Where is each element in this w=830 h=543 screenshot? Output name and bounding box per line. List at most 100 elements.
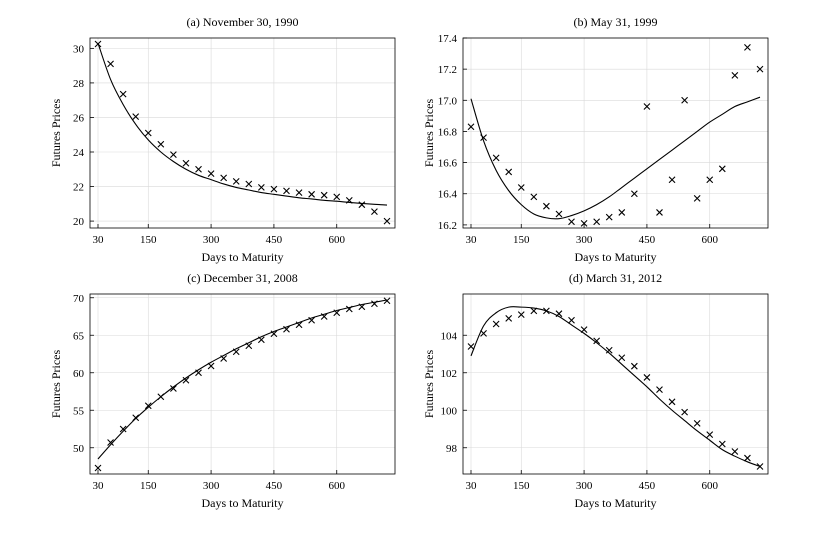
x-tick-label: 30 (466, 480, 478, 492)
chart-title: (d) March 31, 2012 (569, 271, 662, 285)
observed-point (283, 187, 290, 195)
plot-frame (89, 37, 396, 229)
y-tick-label: 16.8 (438, 126, 458, 138)
observed-point (530, 193, 538, 201)
y-tick-label: 98 (446, 443, 458, 455)
observed-point (668, 398, 676, 406)
observed-point (718, 440, 726, 448)
observed-point (492, 154, 500, 162)
observed-point (132, 414, 140, 422)
x-tick-label: 150 (513, 480, 530, 492)
observed-point (308, 190, 315, 198)
observed-point (107, 439, 114, 446)
fitted-curve (470, 96, 761, 220)
observed-point (593, 218, 601, 226)
plot-frame (462, 37, 769, 229)
observed-point (731, 71, 739, 79)
x-tick-label: 150 (140, 234, 157, 246)
x-axis-label: Days to Maturity (202, 496, 284, 510)
x-tick-label: 300 (576, 480, 593, 492)
observed-point (505, 314, 513, 322)
x-tick-label: 30 (93, 480, 105, 492)
fitted-curve (97, 43, 388, 206)
y-tick-label: 28 (73, 78, 85, 90)
observed-point (383, 297, 391, 305)
observed-point (605, 346, 613, 354)
observed-point (681, 96, 688, 104)
x-tick-label: 450 (639, 480, 656, 492)
observed-point (681, 408, 688, 416)
observed-point (630, 362, 638, 370)
y-tick-label: 24 (73, 147, 85, 159)
observed-point (207, 362, 215, 370)
y-tick-label: 16.4 (438, 189, 458, 201)
chart-panel-2: 30 150 300 450 600 50 55 60 65 70 (c) December 31,… (49, 271, 396, 510)
observed-point (144, 402, 152, 410)
observed-point (383, 217, 391, 225)
observed-point (505, 168, 513, 176)
observed-point (257, 184, 265, 191)
observed-point (295, 189, 303, 196)
observed-point (220, 355, 228, 362)
observed-point (618, 354, 626, 362)
observed-point (371, 300, 378, 308)
observed-point (245, 180, 253, 188)
x-tick-label: 300 (203, 480, 220, 492)
x-tick-label: 450 (639, 234, 656, 246)
chart-title: (a) November 30, 1990 (187, 15, 299, 29)
observed-point (580, 326, 588, 334)
observed-point (182, 159, 190, 167)
y-axis-label: Futures Prices (49, 350, 63, 419)
observed-point (656, 386, 663, 394)
observed-point (568, 218, 575, 226)
observed-point (480, 329, 487, 337)
y-tick-label: 16.6 (438, 158, 458, 170)
x-axis-label: Days to Maturity (575, 496, 657, 510)
observed-point (195, 369, 202, 377)
observed-point (245, 342, 253, 350)
observed-point (756, 463, 764, 470)
x-tick-label: 450 (266, 234, 283, 246)
observed-point (555, 310, 563, 318)
y-tick-label: 17.2 (438, 64, 457, 76)
y-tick-label: 26 (73, 112, 85, 124)
observed-point (119, 90, 127, 98)
y-tick-label: 55 (73, 405, 85, 417)
observed-point (492, 320, 500, 328)
x-tick-label: 30 (93, 234, 105, 246)
plot-frame (462, 293, 769, 475)
x-axis-label: Days to Maturity (202, 250, 284, 264)
observed-point (555, 210, 563, 218)
observed-point (333, 309, 341, 317)
observed-point (270, 330, 278, 338)
x-tick-label: 150 (513, 234, 530, 246)
observed-point (94, 464, 102, 472)
y-tick-label: 102 (441, 368, 458, 380)
fitted-curve (97, 299, 388, 460)
observed-point (693, 419, 701, 427)
x-tick-label: 300 (203, 234, 220, 246)
y-tick-label: 20 (73, 216, 85, 228)
observed-point (517, 311, 525, 319)
y-axis-label: Futures Prices (422, 99, 436, 168)
y-tick-label: 104 (441, 330, 458, 342)
x-tick-label: 600 (328, 234, 345, 246)
observed-point (480, 134, 487, 142)
chart-panel-0: 30 150 300 450 600 20 22 24 26 28 30 (a) November 3… (49, 15, 396, 264)
observed-point (668, 176, 676, 184)
y-tick-label: 50 (73, 443, 85, 455)
observed-point (144, 129, 152, 137)
observed-point (371, 208, 378, 215)
y-tick-label: 17.0 (438, 95, 458, 107)
observed-point (207, 170, 215, 177)
observed-point (605, 213, 613, 221)
observed-point (693, 195, 701, 202)
observed-point (182, 376, 190, 384)
observed-point (656, 209, 663, 216)
observed-point (543, 202, 550, 210)
observed-point (283, 325, 290, 333)
observed-point (295, 321, 303, 329)
x-tick-label: 450 (266, 480, 283, 492)
y-tick-label: 16.2 (438, 220, 457, 232)
